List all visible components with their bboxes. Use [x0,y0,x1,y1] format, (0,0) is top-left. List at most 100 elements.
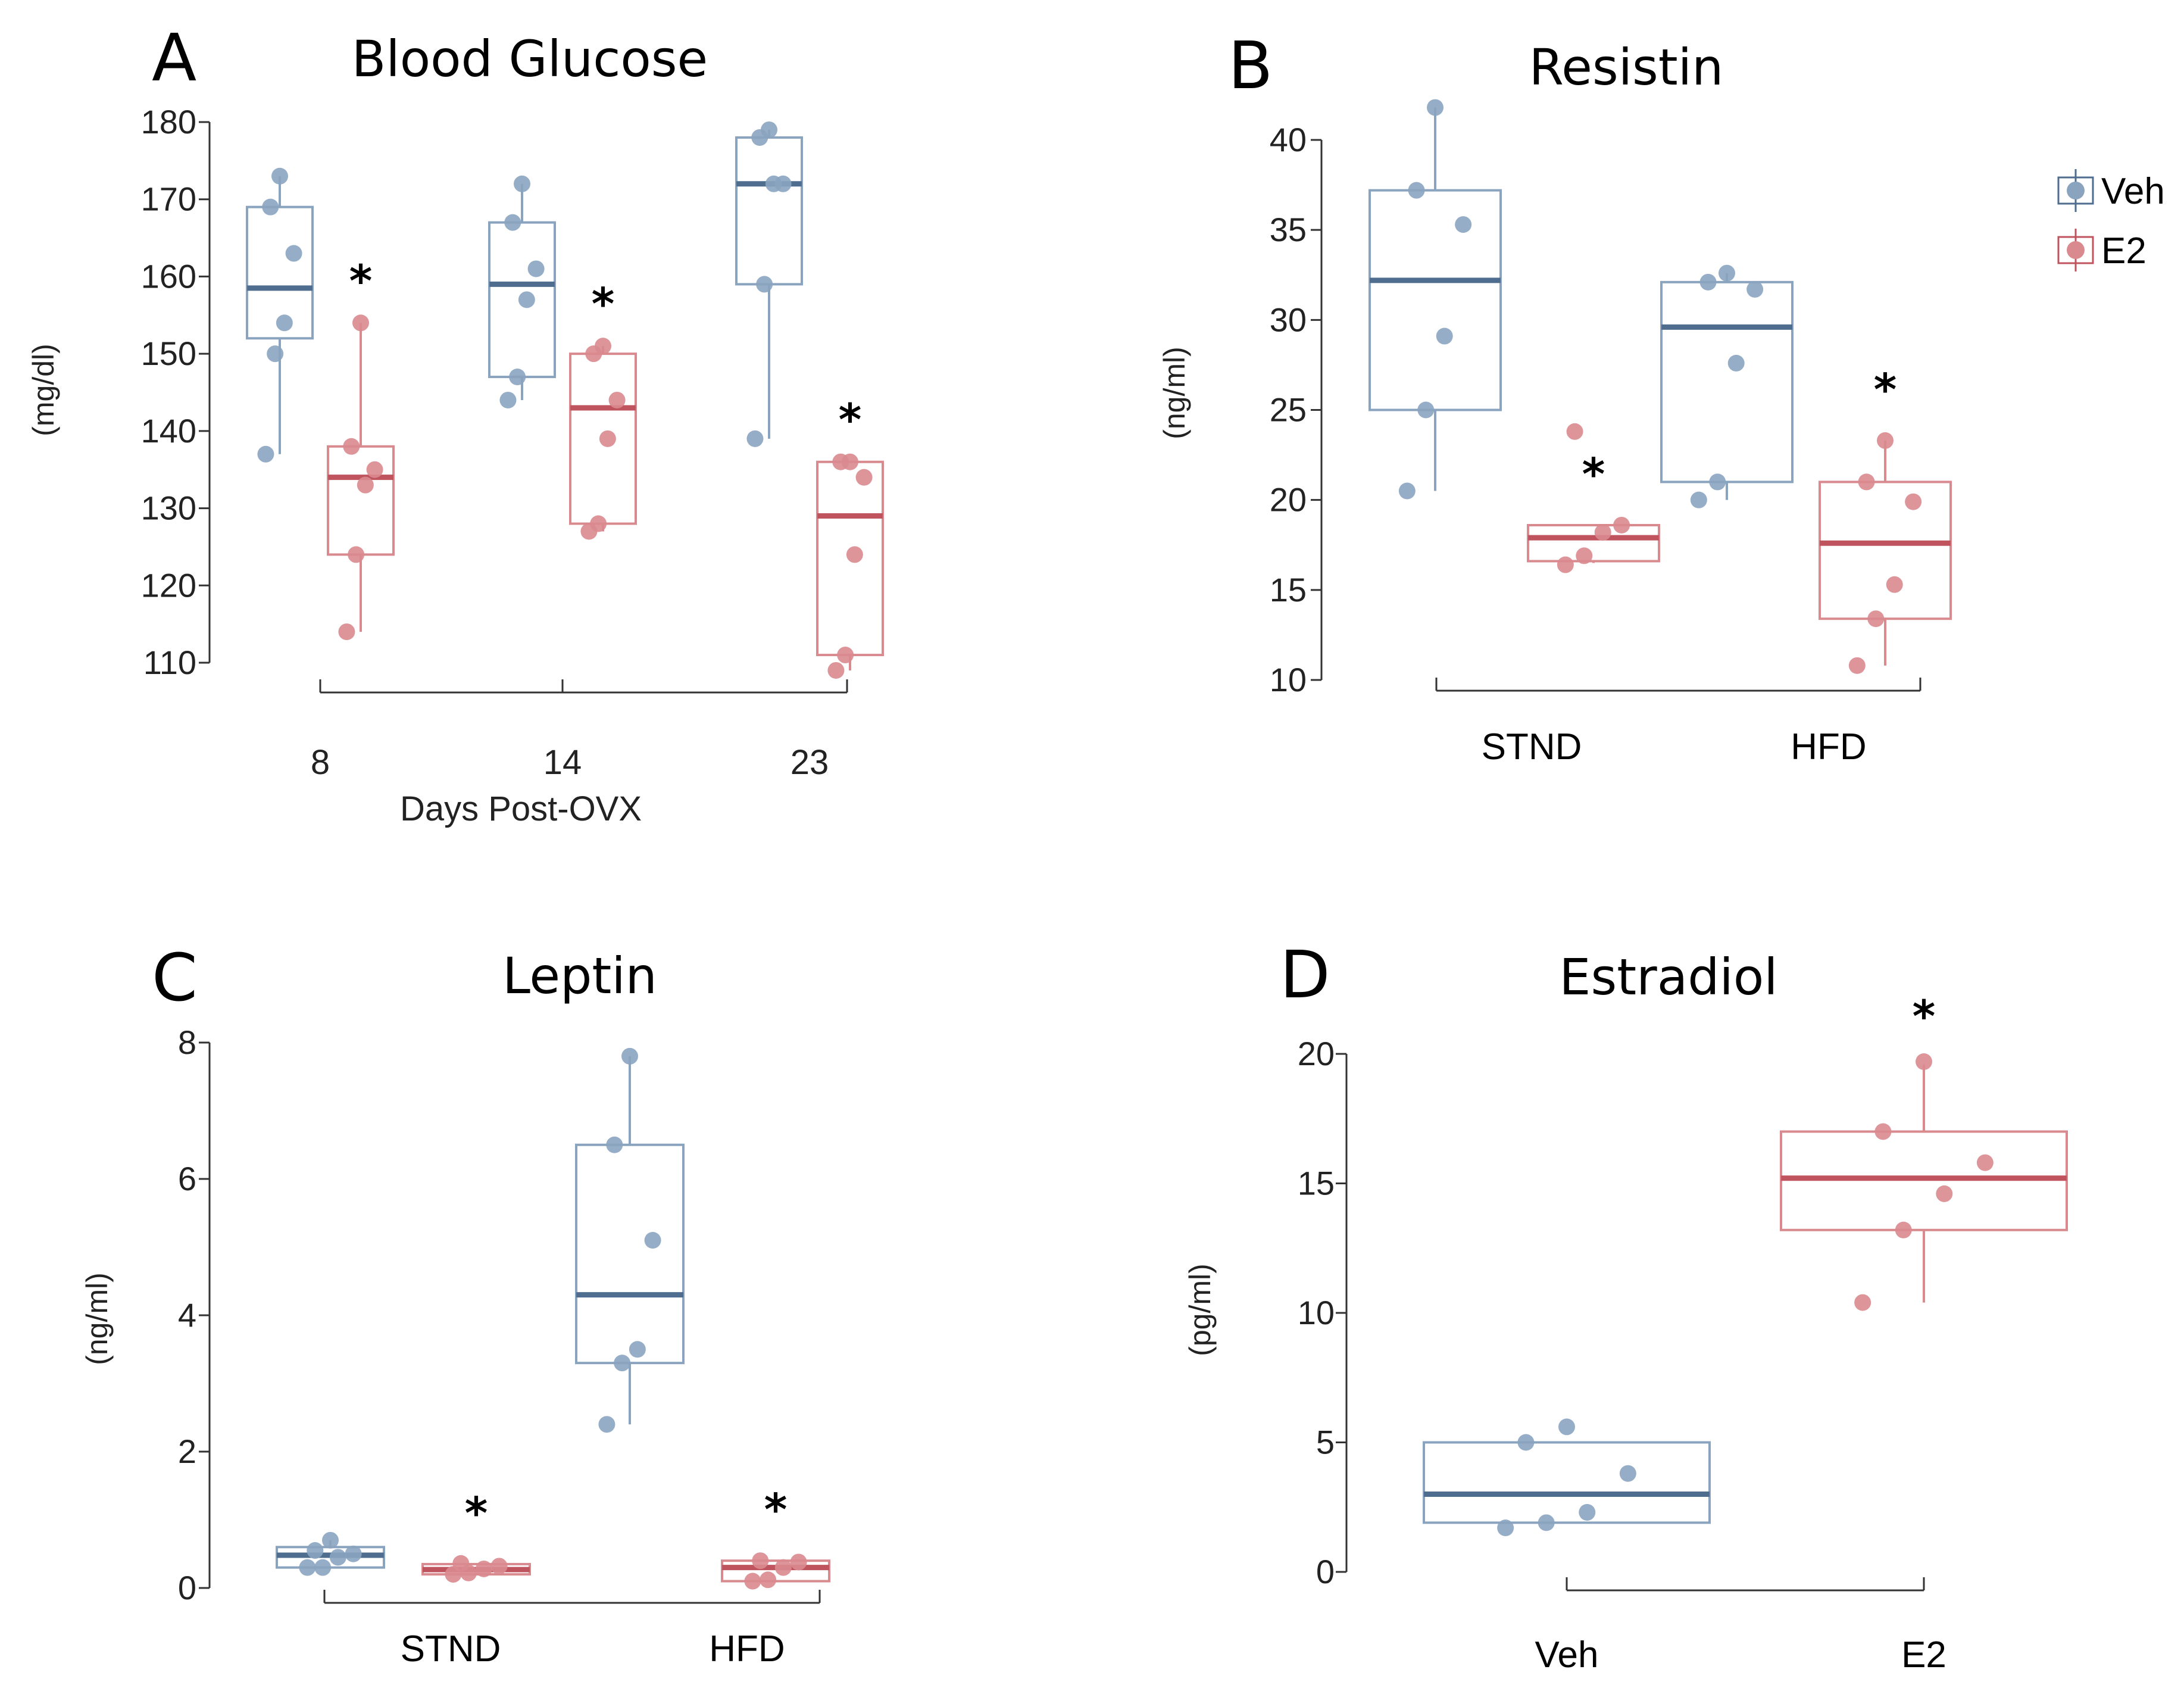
box-iqr [735,136,803,286]
data-point [606,1136,623,1153]
y-tick-label: 15 [1270,571,1307,609]
box-e2-23: * [816,395,884,679]
chart-title: Resistin [1529,38,1724,96]
data-point [1746,280,1764,298]
y-tick-label: 10 [1270,661,1307,698]
y-tick-label: 150 [141,335,196,372]
data-point [285,245,302,262]
data-point [774,175,792,192]
y-tick-label: 6 [178,1160,196,1197]
data-point [1538,1514,1555,1531]
panel-letter-a: A [152,20,196,96]
data-point [1398,482,1416,500]
data-point [1455,216,1472,233]
data-point [746,430,764,447]
data-point [366,461,383,478]
data-point [322,1531,339,1549]
data-point [475,1560,492,1577]
legend-item-e2: E2 [2057,229,2146,272]
data-point [598,1416,615,1433]
chart-title: Blood Glucose [352,30,708,88]
panel-d-estradiol: D Estradiol (pg/ml) 0 5 10 15 20 Veh E2 * [1183,937,2068,1675]
data-point [827,662,845,679]
data-point [267,345,284,363]
y-tick-label: 5 [1316,1424,1335,1461]
panel-letter-c: C [152,940,198,1016]
box-iqr [1819,480,1952,620]
data-point [1613,516,1630,533]
data-point [608,391,626,408]
box-iqr [327,445,395,556]
box-e2-STND: * [1527,423,1660,573]
data-point [1877,432,1894,449]
x-category-label: HFD [709,1628,785,1670]
y-tick-label: 30 [1270,301,1307,338]
panel-letter-b: B [1228,27,1273,104]
box-veh-23 [735,121,803,447]
data-point [357,476,374,494]
data-point [629,1341,646,1358]
data-point [595,338,611,355]
y-tick-label: 20 [1298,1035,1335,1072]
significance-star: * [592,279,615,330]
plot-area: 110 120 130 140 150 160 170 180 8 14 23 * * * [141,103,884,782]
data-point [1497,1519,1514,1537]
data-point [518,291,535,308]
x-category-label: E2 [1901,1634,1946,1675]
data-point [1719,264,1735,282]
y-tick-label: 130 [141,489,196,527]
legend-marker [2067,241,2085,259]
box-iqr [1368,189,1502,411]
data-point [1854,1294,1871,1311]
x-category-label: STND [401,1628,501,1670]
data-point [590,515,607,532]
data-point [1848,657,1866,674]
data-point [760,1571,777,1589]
data-point [1557,556,1574,573]
box-veh-STND [1368,99,1502,500]
box-e2-HFD: * [1819,364,1952,674]
data-point [744,1572,761,1590]
x-category-label: HFD [1791,726,1866,767]
significance-star: * [1582,449,1605,500]
data-point [761,121,777,138]
legend: Veh E2 [2057,169,2165,272]
box-veh-HFD [575,1047,685,1433]
y-axis-label: (mg/dl) [27,344,60,436]
data-point [644,1232,661,1249]
data-point [504,214,521,231]
data-point [774,1559,792,1576]
data-point [514,175,530,192]
data-point [299,1559,316,1576]
y-axis-label: (pg/ml) [1183,1263,1217,1356]
data-point [490,1558,508,1575]
data-point [1579,1503,1596,1521]
x-category-label: STND [1482,726,1582,767]
data-point [271,167,288,185]
data-point [1619,1465,1636,1482]
data-point [1594,524,1611,541]
plot-area: 0 2 4 6 8 STND HFD * * [178,1024,830,1670]
y-tick-label: 170 [141,180,196,218]
data-point [1976,1154,1994,1171]
box-veh-STND [276,1531,385,1576]
data-point [1727,354,1745,372]
box-iqr [246,205,314,340]
data-point [1558,1418,1575,1436]
data-point [345,1545,362,1562]
significance-star: * [1874,364,1897,416]
y-tick-label: 35 [1270,211,1307,248]
data-point [276,314,293,332]
panel-letter-d: D [1280,937,1330,1013]
panel-c-leptin: C Leptin (ng/ml) 0 2 4 6 8 STND HFD * * [80,940,830,1670]
data-point [1867,610,1885,628]
data-point [1690,491,1707,508]
y-tick-label: 2 [178,1433,196,1470]
significance-star: * [1913,991,1936,1042]
data-point [599,430,616,447]
data-point [1874,1123,1892,1140]
y-tick-label: 0 [178,1569,196,1606]
data-point [1916,1053,1932,1071]
data-point [307,1542,324,1559]
